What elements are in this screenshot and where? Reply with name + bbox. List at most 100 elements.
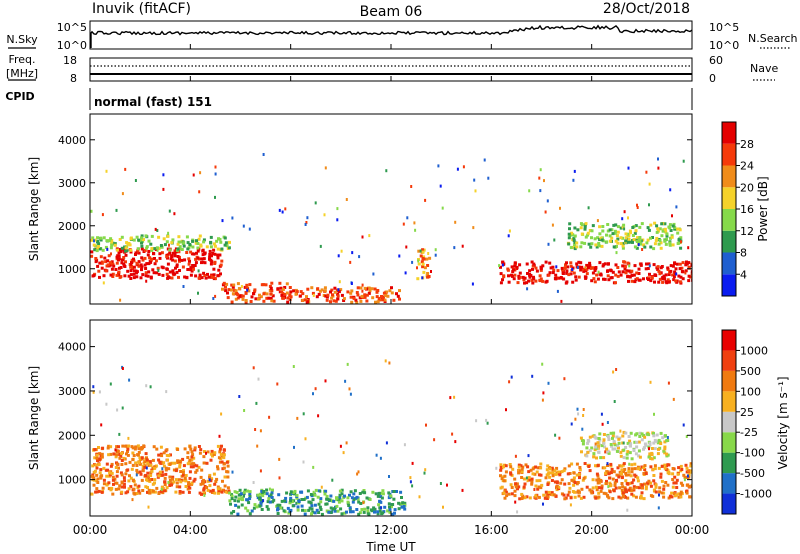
data-cell xyxy=(262,499,264,503)
data-cell xyxy=(599,236,603,240)
colorbar-segment xyxy=(722,370,736,392)
data-cell xyxy=(117,258,120,262)
data-cell xyxy=(577,473,581,476)
data-cell xyxy=(630,457,634,461)
data-cell xyxy=(99,236,103,240)
data-cell xyxy=(142,461,146,465)
data-cell xyxy=(575,245,579,249)
data-cell xyxy=(315,508,319,512)
data-cell xyxy=(416,266,418,270)
data-cell xyxy=(176,459,180,463)
time-tick-label: 04:00 xyxy=(173,523,208,537)
data-cell xyxy=(581,442,585,446)
data-cell xyxy=(606,435,610,439)
data-cell xyxy=(530,260,534,264)
colorbar-segment xyxy=(722,350,736,371)
data-cell xyxy=(507,280,511,284)
data-cell xyxy=(305,295,308,299)
data-cell xyxy=(522,485,526,489)
data-cell xyxy=(677,492,681,496)
data-cell xyxy=(581,427,584,431)
data-cell xyxy=(150,248,154,252)
data-cell xyxy=(604,450,607,454)
data-cell xyxy=(373,287,377,291)
data-cell xyxy=(654,239,658,243)
data-cell xyxy=(203,491,206,495)
data-cell xyxy=(376,512,380,516)
colorbar-segment xyxy=(722,452,736,474)
data-cell xyxy=(657,438,661,442)
data-cell xyxy=(144,452,148,456)
time-tick-label: 20:00 xyxy=(574,523,609,537)
data-cell xyxy=(312,392,314,396)
data-cell xyxy=(379,495,383,499)
data-cell xyxy=(102,274,106,278)
data-cell xyxy=(616,466,620,470)
data-cell xyxy=(395,490,398,493)
data-cell xyxy=(292,289,296,293)
data-cell xyxy=(510,265,514,269)
data-cell xyxy=(135,261,139,265)
data-cell xyxy=(554,273,558,277)
colorbar-segment xyxy=(722,252,736,275)
data-cell xyxy=(168,248,172,252)
data-cell xyxy=(152,252,156,256)
data-cell xyxy=(158,470,162,474)
data-cell xyxy=(121,367,124,370)
data-cell xyxy=(95,249,99,253)
data-cell xyxy=(92,243,96,247)
data-cell xyxy=(144,271,148,275)
nave-label: Nave xyxy=(750,62,778,75)
data-cell xyxy=(284,207,287,211)
data-cell xyxy=(123,479,126,483)
data-cell xyxy=(554,494,558,498)
data-cell xyxy=(660,464,664,468)
data-cell xyxy=(296,505,300,509)
data-cell xyxy=(518,263,522,267)
data-cell xyxy=(172,480,176,484)
y-tick-label: 1000 xyxy=(58,263,86,276)
data-cell xyxy=(567,273,571,277)
data-cell xyxy=(338,280,341,284)
data-cell xyxy=(199,482,203,486)
data-cell xyxy=(657,466,661,470)
data-cell xyxy=(541,264,545,268)
data-cell xyxy=(606,494,610,498)
data-cell xyxy=(593,269,597,273)
data-cell xyxy=(626,274,630,278)
data-cell xyxy=(598,438,602,442)
data-cell xyxy=(356,497,360,501)
data-cell xyxy=(286,300,290,304)
data-cell xyxy=(615,368,618,371)
data-cell xyxy=(510,486,514,489)
data-cell xyxy=(157,247,161,251)
data-cell xyxy=(570,462,574,466)
data-cell xyxy=(612,489,616,493)
data-cell xyxy=(368,234,371,238)
data-cell xyxy=(687,473,691,477)
data-cell xyxy=(527,476,531,480)
data-cell xyxy=(637,467,640,471)
data-cell xyxy=(531,264,535,268)
data-cell xyxy=(648,452,652,456)
colorbar-segment xyxy=(722,391,736,412)
data-cell xyxy=(162,451,166,455)
data-cell xyxy=(579,496,583,500)
data-cell xyxy=(332,299,336,303)
data-cell xyxy=(276,503,280,507)
data-cell xyxy=(355,291,359,294)
data-cell xyxy=(632,238,636,242)
data-cell xyxy=(271,294,275,298)
data-cell xyxy=(194,261,198,265)
data-cell xyxy=(186,247,190,251)
data-cell xyxy=(534,279,538,283)
data-cell xyxy=(501,475,505,479)
data-cell xyxy=(318,289,322,293)
data-cell xyxy=(313,511,317,515)
data-cell xyxy=(194,257,198,261)
data-cell xyxy=(577,265,581,269)
data-cell xyxy=(310,504,314,508)
data-cell xyxy=(91,236,95,240)
data-cell xyxy=(300,498,304,501)
data-cell xyxy=(243,285,247,289)
